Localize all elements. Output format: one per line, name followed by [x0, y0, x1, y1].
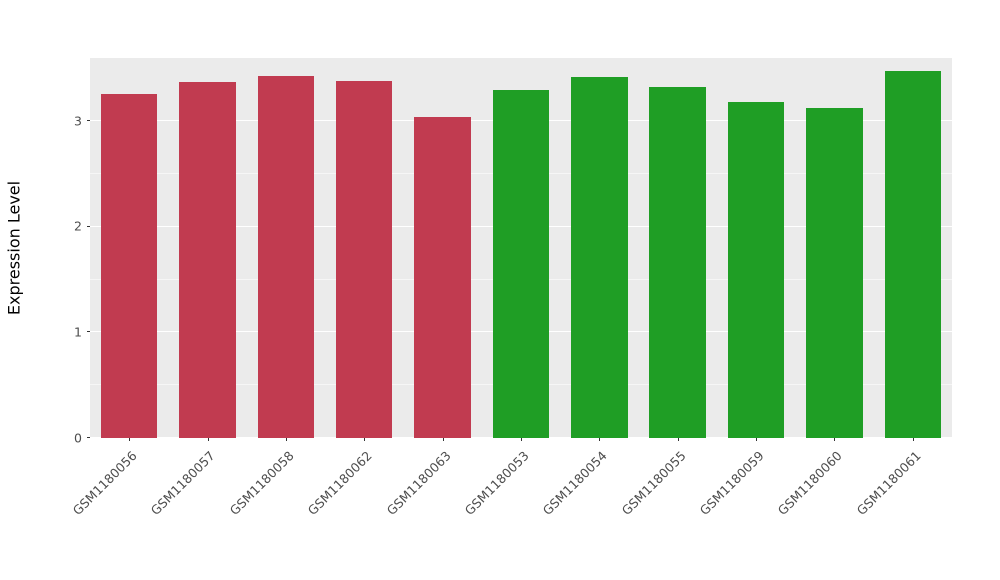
bar: [414, 117, 471, 438]
y-tick-mark: [87, 120, 90, 122]
bar-slot: [247, 58, 325, 438]
bar-slot: [795, 58, 873, 438]
x-tick-label: GSM1180055: [618, 448, 689, 519]
x-tick-mark: [364, 438, 366, 441]
bar: [100, 93, 158, 438]
x-tick-mark: [207, 438, 209, 441]
bar-slot: [874, 58, 952, 438]
y-tick-label: 1: [74, 324, 82, 340]
x-tick-mark: [599, 438, 601, 441]
x-tick-label: GSM1180058: [226, 448, 297, 519]
y-tick-mark: [87, 331, 90, 333]
bar: [806, 107, 863, 438]
bar-slot: [482, 58, 560, 438]
x-tick-label: GSM1180054: [539, 448, 610, 519]
x-tick-label: GSM1180060: [775, 448, 846, 519]
y-tick-mark: [87, 437, 90, 438]
bar-slot: [560, 58, 638, 438]
x-tick-label: GSM1180057: [148, 448, 219, 519]
bar: [884, 70, 941, 438]
x-tick-mark: [129, 438, 131, 441]
x-tick-mark: [442, 438, 444, 441]
x-tick-label: GSM1180059: [696, 448, 767, 519]
bar: [179, 82, 236, 438]
bar: [492, 89, 550, 438]
bar: [649, 86, 706, 438]
y-tick-label: 2: [74, 218, 82, 234]
bar-slot: [325, 58, 403, 438]
x-tick-mark: [285, 438, 287, 441]
x-tick-mark: [756, 438, 758, 441]
y-tick-label: 0: [74, 429, 82, 445]
x-tick-mark: [521, 438, 522, 441]
bar: [257, 75, 315, 438]
x-tick-label: GSM1180056: [69, 448, 140, 519]
bar: [571, 77, 628, 438]
x-axis: GSM1180056 GSM1180057 GSM1180058 GSM1180062…: [70, 438, 952, 578]
y-tick-mark: [87, 225, 90, 227]
bar: [727, 102, 785, 438]
x-tick-mark: [834, 438, 836, 441]
bar-slot: [717, 58, 795, 438]
x-tick-mark: [912, 438, 914, 441]
bar-slot: [639, 58, 717, 438]
x-tick-label: GSM1180063: [383, 448, 454, 519]
x-tick-label: GSM1180053: [461, 448, 532, 519]
x-tick-label: GSM1180062: [304, 448, 375, 519]
bar: [336, 81, 393, 438]
bar-slot: [90, 58, 168, 438]
y-axis: Expression Level 0 1 2 3: [0, 58, 90, 443]
bar-slot: [403, 58, 481, 438]
y-axis-title: Expression Level: [4, 180, 24, 316]
bars-layer: [90, 58, 952, 438]
bar-slot: [168, 58, 246, 438]
chart-panel: [90, 58, 952, 438]
x-tick-mark: [677, 438, 679, 441]
y-tick-label: 3: [74, 113, 82, 129]
x-tick-label: GSM1180061: [853, 448, 924, 519]
